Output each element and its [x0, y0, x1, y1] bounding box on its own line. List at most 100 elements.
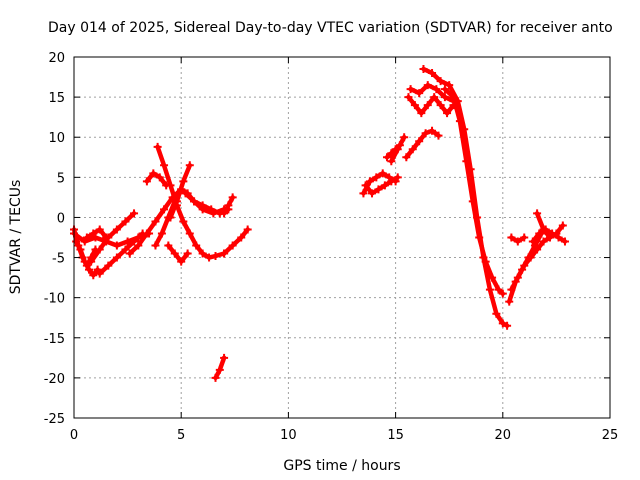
- data-point: [89, 229, 98, 238]
- data-point: [513, 237, 522, 246]
- data-point: [372, 173, 381, 182]
- series-trace: [421, 66, 510, 328]
- data-point: [507, 233, 516, 242]
- series-trace: [404, 128, 441, 160]
- data-point: [85, 265, 94, 274]
- data-point: [185, 229, 194, 238]
- series-arc-8: [142, 169, 171, 190]
- data-point: [387, 149, 396, 158]
- data-point: [177, 257, 186, 266]
- series-trace: [84, 227, 109, 240]
- y-axis-label: SDTVAR / TECUs: [8, 180, 24, 295]
- data-point: [498, 289, 507, 298]
- data-point: [430, 93, 439, 102]
- data-point: [539, 225, 548, 234]
- data-point: [526, 253, 535, 262]
- data-point: [558, 221, 567, 230]
- data-point: [205, 253, 214, 262]
- data-point: [134, 241, 143, 250]
- data-point: [207, 205, 216, 214]
- data-point: [228, 241, 237, 250]
- data-point: [428, 69, 437, 78]
- data-point: [211, 373, 220, 382]
- data-point: [423, 81, 432, 90]
- series-arc-14: [211, 353, 229, 382]
- data-point: [400, 133, 409, 142]
- data-point: [198, 249, 207, 258]
- data-point: [528, 237, 537, 246]
- series-arc-21: [402, 126, 443, 162]
- data-point: [545, 233, 554, 242]
- data-point: [181, 189, 190, 198]
- grid-lines: [74, 57, 610, 418]
- data-point: [166, 181, 175, 190]
- series-trace: [166, 243, 190, 264]
- data-point: [95, 269, 104, 278]
- data-point: [533, 245, 542, 254]
- data-point: [432, 85, 441, 94]
- data-point: [462, 157, 471, 166]
- x-tick-label: 15: [387, 428, 404, 443]
- data-point: [380, 181, 389, 190]
- data-point: [387, 177, 396, 186]
- data-point: [436, 77, 445, 86]
- series-trace: [144, 171, 169, 188]
- series-arc-20: [383, 141, 404, 162]
- series-arc-12: [166, 161, 194, 222]
- plot-frame: [73, 56, 611, 419]
- y-tick-label: 0: [57, 211, 65, 226]
- data-point: [368, 189, 377, 198]
- data-point: [481, 257, 490, 266]
- data-point: [190, 197, 199, 206]
- data-point: [359, 189, 368, 198]
- y-tick-label: 20: [48, 51, 65, 66]
- data-point: [87, 257, 96, 266]
- series-arc-25: [440, 85, 507, 298]
- series-trace: [153, 187, 227, 248]
- series-arc-11: [164, 241, 192, 266]
- series-trace: [442, 86, 506, 296]
- series-arc-30: [533, 209, 567, 242]
- data-point: [172, 197, 181, 206]
- data-point: [95, 225, 104, 234]
- data-point: [125, 249, 134, 258]
- data-point: [419, 65, 428, 74]
- series-trace: [168, 163, 193, 220]
- data-point: [498, 319, 507, 328]
- x-tick-label: 25: [602, 428, 619, 443]
- data-point: [507, 285, 516, 294]
- data-point: [76, 245, 85, 254]
- data-point: [89, 271, 98, 280]
- data-point: [82, 233, 91, 242]
- data-point: [121, 217, 130, 226]
- data-point: [192, 241, 201, 250]
- data-point: [488, 273, 497, 282]
- data-point: [179, 217, 188, 226]
- data-point: [533, 209, 542, 218]
- data-point: [485, 285, 494, 294]
- x-tick-label: 10: [280, 428, 297, 443]
- y-tick-label: -5: [52, 252, 65, 267]
- data-point: [492, 309, 501, 318]
- data-point: [503, 321, 512, 330]
- data-point: [539, 237, 548, 246]
- data-point: [387, 157, 396, 166]
- data-point: [198, 201, 207, 210]
- data-point: [513, 273, 522, 282]
- y-tick-label: -20: [44, 372, 65, 387]
- data-point: [153, 142, 162, 151]
- data-point: [211, 251, 220, 260]
- data-point: [560, 237, 569, 246]
- y-tick-label: -15: [44, 332, 65, 347]
- data-point: [505, 297, 514, 306]
- axis-ticks: 0 5 10 15 20 25 -25 -20 -15 -10 -5 0 5 10 15 20: [44, 51, 619, 443]
- data-point: [408, 145, 417, 154]
- data-point: [404, 93, 413, 102]
- data-point: [434, 131, 443, 140]
- data-point: [228, 193, 237, 202]
- data-point: [520, 233, 529, 242]
- data-point: [421, 129, 430, 138]
- data-point: [436, 101, 445, 110]
- y-tick-label: 10: [48, 131, 65, 146]
